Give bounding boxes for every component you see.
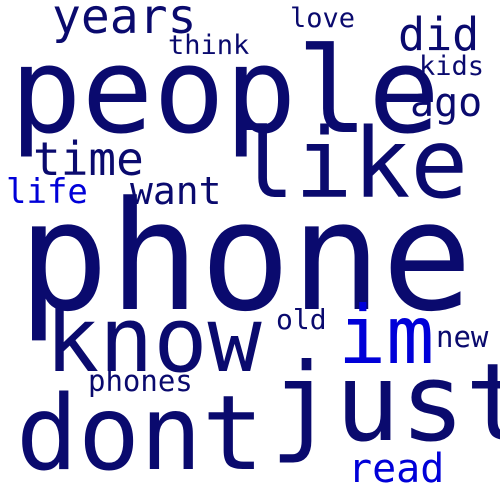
word-did: did <box>398 8 480 61</box>
word-love: love <box>290 3 356 34</box>
word-just: just <box>270 341 500 466</box>
word-old: old <box>276 303 327 336</box>
word-like: like <box>237 108 469 220</box>
word-new: new <box>436 320 489 354</box>
word-time: time <box>33 132 144 186</box>
word-years: years <box>52 0 197 45</box>
word-read: read <box>348 446 445 492</box>
word-dont: dont <box>16 374 265 494</box>
word-think: think <box>168 30 250 61</box>
word-kids: kids <box>419 51 485 82</box>
word-life: life <box>6 172 88 212</box>
word-want: want <box>130 169 222 213</box>
word-people: people <box>10 23 440 161</box>
word-phone: phone <box>18 169 473 345</box>
word-ago: ago <box>410 80 483 126</box>
word-im: im <box>338 289 435 382</box>
word-phones: phones <box>88 364 193 398</box>
word-know: know <box>45 288 262 393</box>
